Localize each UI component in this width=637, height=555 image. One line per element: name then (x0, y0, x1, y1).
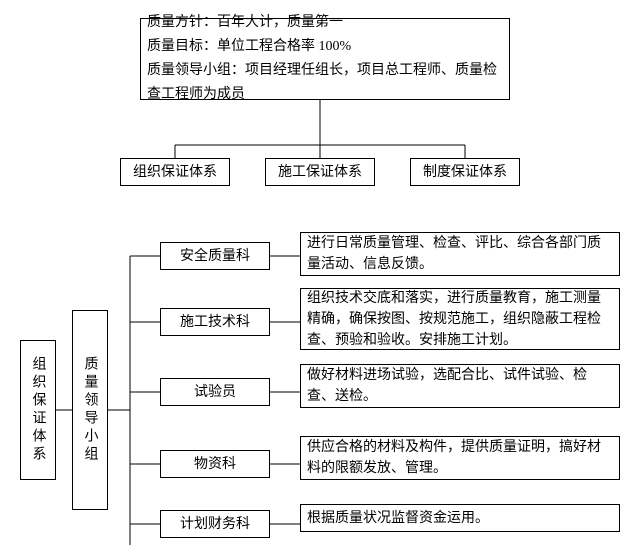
header-line1: 质量方针：百年大计，质量第一 (147, 15, 343, 30)
desc-material: 供应合格的材料及构件，提供质量证明，搞好材料的限额发放、管理。 (300, 436, 620, 480)
desc-safety: 进行日常质量管理、检查、评比、综合各部门质量活动、信息反馈。 (300, 232, 620, 276)
org-chart-diagram: 质量方针：百年大计，质量第一 质量目标：单位工程合格率 100% 质量领导小组：… (10, 10, 627, 545)
desc-safety-text: 进行日常质量管理、检查、评比、综合各部门质量活动、信息反馈。 (307, 233, 613, 275)
dept-safety: 安全质量科 (160, 242, 270, 270)
desc-tech: 组织技术交底和落实，进行质量教育，施工测量精确，确保按图、按规范施工，组织隐蔽工… (300, 288, 620, 350)
desc-tech-text: 组织技术交底和落实，进行质量教育，施工测量精确，确保按图、按规范施工，组织隐蔽工… (307, 288, 613, 351)
header-line2: 质量目标：单位工程合格率 100% (147, 39, 351, 54)
dept-safety-label: 安全质量科 (180, 246, 250, 267)
side-group-box: 质量领导小组 (72, 310, 108, 510)
top-child-system: 制度保证体系 (410, 158, 520, 186)
top-child-construct-label: 施工保证体系 (278, 162, 362, 183)
top-child-system-label: 制度保证体系 (423, 162, 507, 183)
side-org-label: 组织保证体系 (28, 356, 49, 464)
dept-tech: 施工技术科 (160, 308, 270, 336)
desc-test: 做好材料进场试验，选配合比、试件试验、检查、送检。 (300, 364, 620, 408)
top-child-org-label: 组织保证体系 (133, 162, 217, 183)
top-child-org: 组织保证体系 (120, 158, 230, 186)
desc-finance: 根据质量状况监督资金运用。 (300, 504, 620, 532)
dept-material: 物资科 (160, 450, 270, 478)
top-child-construct: 施工保证体系 (265, 158, 375, 186)
side-group-label: 质量领导小组 (80, 356, 101, 464)
desc-finance-text: 根据质量状况监督资金运用。 (307, 508, 489, 529)
side-org-box: 组织保证体系 (20, 340, 56, 480)
header-line4: 查工程师为成员 (147, 87, 245, 102)
header-line3: 质量领导小组：项目经理任组长，项目总工程师、质量检 (147, 63, 497, 78)
desc-test-text: 做好材料进场试验，选配合比、试件试验、检查、送检。 (307, 365, 613, 407)
dept-test: 试验员 (160, 378, 270, 406)
dept-finance-label: 计划财务科 (180, 514, 250, 535)
desc-material-text: 供应合格的材料及构件，提供质量证明，搞好材料的限额发放、管理。 (307, 437, 613, 479)
dept-test-label: 试验员 (194, 382, 236, 403)
header-box: 质量方针：百年大计，质量第一 质量目标：单位工程合格率 100% 质量领导小组：… (140, 18, 510, 100)
dept-finance: 计划财务科 (160, 510, 270, 538)
dept-tech-label: 施工技术科 (180, 312, 250, 333)
dept-material-label: 物资科 (194, 454, 236, 475)
